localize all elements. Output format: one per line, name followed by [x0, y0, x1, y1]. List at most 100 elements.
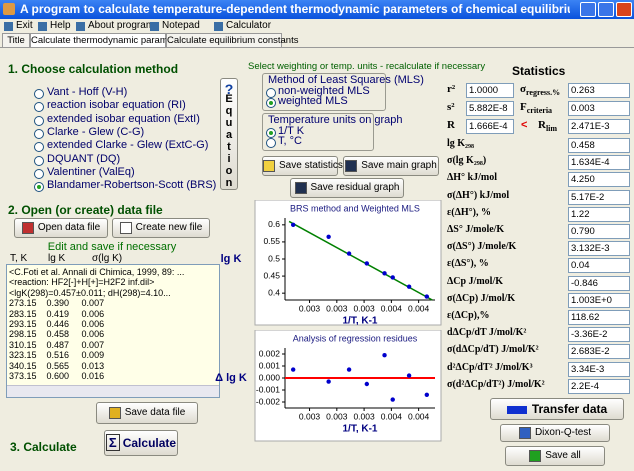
column-header: lg K [48, 253, 65, 264]
menu-item[interactable]: About program [88, 20, 154, 31]
y-tick-label: 0.55 [263, 236, 280, 246]
data-point [382, 271, 386, 275]
method-option[interactable]: reaction isobar equation (RI) [47, 99, 186, 111]
radio[interactable] [34, 89, 44, 99]
help-letter: t [221, 141, 237, 153]
data-point [425, 294, 429, 298]
menu-item[interactable]: Notepad [162, 20, 200, 31]
stat-value: 3.34E-3 [568, 362, 630, 377]
window-control[interactable] [616, 2, 632, 17]
button-icon [519, 427, 531, 439]
stat-label-text: s² [447, 101, 455, 113]
menu-icon [214, 22, 223, 31]
data-line: 340.15 0.565 0.013 [9, 361, 104, 371]
hint: Edit and save if necessary [0, 241, 224, 253]
stat-value: 0.790 [568, 224, 630, 239]
button-icon [345, 160, 357, 172]
data-line: 323.15 0.516 0.009 [9, 350, 104, 360]
section-heading: 2. Open (or create) data file [8, 203, 163, 217]
radio[interactable] [34, 142, 44, 152]
stat-value: 1.666E-4 [466, 119, 514, 134]
radio[interactable] [266, 98, 276, 108]
radio[interactable] [266, 138, 276, 148]
menu-item[interactable]: Calculator [226, 20, 271, 31]
data-point [407, 373, 411, 377]
stat-label: ΔH° kJ/mol [447, 172, 567, 183]
data-line: 293.15 0.446 0.006 [9, 319, 104, 329]
method-option[interactable]: Clarke - Glew (C-G) [47, 126, 144, 138]
tab[interactable]: Calculate equilibrium constants [166, 33, 282, 47]
data-line: <lgK(298)=0.457±0.011; dH(298)=4.10... [9, 288, 171, 298]
button[interactable]: Save residual graph [290, 178, 404, 198]
method-option[interactable]: DQUANT (DQ) [47, 153, 120, 165]
method-option[interactable]: Vant - Hoff (V-H) [47, 86, 127, 98]
stat-label: σ(ΔS°) J/mole/K [447, 241, 567, 252]
method-option[interactable]: extended isobar equation (ExtI) [47, 113, 200, 125]
radio[interactable] [34, 156, 44, 166]
title-bar: A program to calculate temperature-depen… [0, 0, 634, 19]
stat-value: 2.683E-2 [568, 344, 630, 359]
method-option[interactable]: extended Clarke - Glew (ExtC-G) [47, 139, 208, 151]
data-editor[interactable]: <C.Foti et al. Annali di Chimica, 1999, … [6, 264, 220, 398]
scrollbar[interactable] [7, 385, 219, 397]
radio[interactable] [34, 116, 44, 126]
button[interactable]: Save data file [96, 402, 198, 424]
method-option[interactable]: Blandamer-Robertson-Scott (BRS) [47, 179, 216, 191]
radio[interactable] [34, 169, 44, 179]
stat-value: 0.04 [568, 258, 630, 273]
radio-dot [269, 101, 273, 105]
button[interactable]: Dixon-Q-test [500, 424, 610, 442]
chart-title: BRS method and Weighted MLS [290, 203, 420, 213]
column-header: T, K [10, 253, 27, 264]
window-title: A program to calculate temperature-depen… [20, 2, 570, 16]
button[interactable]: Save main graph [343, 156, 439, 176]
data-point [407, 284, 411, 288]
y-tick-label: 0.002 [259, 348, 281, 358]
button-icon [529, 450, 541, 462]
tab[interactable]: Title [2, 33, 30, 47]
app-window: A program to calculate temperature-depen… [0, 0, 634, 471]
stat-label-text: R [538, 119, 546, 131]
column-header: σ(lg K) [92, 253, 122, 264]
stat-label: σ(lg K₂₉₈) [447, 155, 567, 166]
radio[interactable] [266, 88, 276, 98]
calculate-icon: Σ [106, 434, 120, 451]
radio[interactable] [34, 182, 44, 192]
button-label: Save data file [125, 407, 186, 418]
data-point [391, 275, 395, 279]
button[interactable]: Open data file [14, 218, 108, 238]
stat-label: σ(d²ΔCp/dT²) J/mol/K² [447, 379, 567, 390]
stat-label: r² [447, 83, 455, 95]
arrow-icon [507, 406, 527, 414]
relation: < [521, 119, 527, 131]
menu-item[interactable]: Exit [16, 20, 33, 31]
y-tick-label: 0.001 [259, 360, 281, 370]
option[interactable]: weighted MLS [278, 95, 348, 107]
window-control[interactable] [580, 2, 596, 17]
button[interactable]: Save statistics [262, 156, 338, 176]
radio[interactable] [34, 102, 44, 112]
x-axis-label: 1/T, K-1 [342, 316, 377, 326]
button[interactable]: Save all [505, 446, 605, 466]
radio[interactable] [266, 128, 276, 138]
data-point [365, 382, 369, 386]
window-control[interactable] [598, 2, 614, 17]
stat-value: 3.132E-3 [568, 241, 630, 256]
stat-label: σ(ΔH°) kJ/mol [447, 190, 567, 201]
x-tick-label: 0.003 [299, 303, 321, 313]
chart-title: Analysis of regression residues [293, 333, 418, 343]
stat-label: ε(ΔH°), % [447, 207, 567, 218]
menu-item[interactable]: Help [50, 20, 71, 31]
data-line: 298.15 0.458 0.006 [9, 329, 104, 339]
stat-value: 1.22 [568, 207, 630, 222]
transfer-button[interactable]: Transfer data [490, 398, 624, 420]
tab[interactable]: Calculate thermodynamic parameters [30, 33, 166, 47]
method-option[interactable]: Valentiner (ValEq) [47, 166, 135, 178]
data-line: <C.Foti et al. Annali di Chimica, 1999, … [9, 267, 184, 277]
help-letter: q [221, 105, 237, 117]
radio[interactable] [34, 129, 44, 139]
button[interactable]: Create new file [112, 218, 210, 238]
option[interactable]: T, °C [278, 135, 302, 147]
